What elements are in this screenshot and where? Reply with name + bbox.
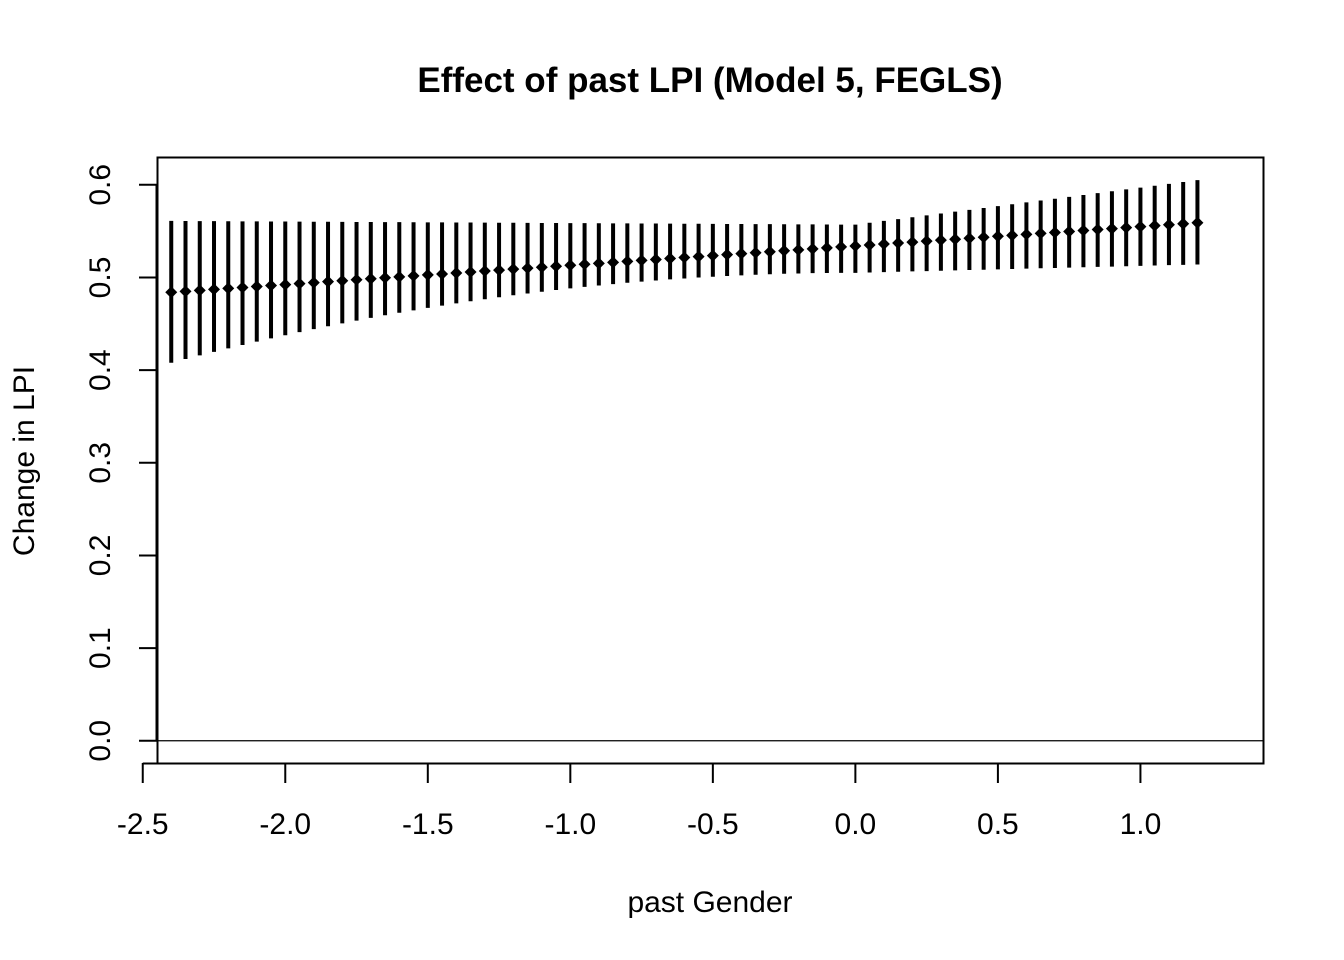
point-estimate-marker	[1048, 226, 1061, 239]
point-estimate-marker	[307, 276, 320, 289]
point-estimate-marker	[664, 252, 677, 265]
point-estimate-marker	[735, 247, 748, 260]
point-estimate-marker	[322, 275, 335, 288]
point-estimate-marker	[934, 234, 947, 247]
y-axis: 0.0 0.1 0.2 0.3 0.4 0.5 0.6	[84, 164, 158, 762]
point-estimate-marker	[1105, 222, 1118, 235]
point-estimate-marker	[649, 253, 662, 266]
point-estimate-marker	[621, 255, 634, 268]
point-estimate-marker	[977, 231, 990, 244]
x-tick-label: 0.0	[835, 808, 877, 841]
point-estimate-marker	[1177, 217, 1190, 230]
point-estimate-marker	[407, 269, 420, 282]
point-estimate-marker	[265, 279, 278, 292]
point-estimate-marker	[236, 281, 249, 294]
point-estimate-marker	[279, 278, 292, 291]
point-estimate-marker	[1034, 227, 1047, 240]
y-tick-label: 0.2	[84, 535, 117, 577]
point-estimate-marker	[678, 251, 691, 264]
point-estimate-marker	[379, 271, 392, 284]
point-estimate-marker	[478, 265, 491, 278]
x-tick-label: -1.0	[544, 808, 596, 841]
y-tick-label: 0.1	[84, 627, 117, 669]
point-estimate-marker	[749, 246, 762, 259]
point-estimate-marker	[920, 235, 933, 248]
point-estimate-marker	[208, 283, 221, 296]
point-estimate-marker	[1063, 225, 1076, 238]
y-tick-label: 0.3	[84, 442, 117, 484]
y-tick-label: 0.6	[84, 164, 117, 206]
point-estimate-marker	[436, 267, 449, 280]
point-estimate-marker	[521, 262, 534, 275]
point-estimate-marker	[806, 242, 819, 255]
point-estimate-marker	[592, 257, 605, 270]
point-estimate-marker	[877, 238, 890, 251]
point-estimate-marker	[464, 266, 477, 279]
point-estimate-marker	[1134, 220, 1147, 233]
point-estimate-marker	[1191, 216, 1204, 229]
point-estimate-marker	[635, 254, 648, 267]
point-estimate-marker	[550, 260, 563, 273]
point-estimate-marker	[1006, 229, 1019, 242]
point-estimate-marker	[336, 274, 349, 287]
x-tick-label: -1.5	[402, 808, 454, 841]
point-estimate-marker	[820, 241, 833, 254]
point-estimate-marker	[222, 282, 235, 295]
point-estimate-marker	[193, 284, 206, 297]
point-estimate-marker	[535, 261, 548, 274]
point-estimate-marker	[450, 266, 463, 279]
point-estimate-marker	[179, 285, 192, 298]
point-estimate-marker	[835, 240, 848, 253]
point-estimate-marker	[849, 239, 862, 252]
point-estimate-marker	[1120, 221, 1133, 234]
point-estimate-marker	[350, 273, 363, 286]
point-estimate-marker	[692, 250, 705, 263]
point-estimate-marker	[564, 259, 577, 272]
point-estimate-marker	[963, 232, 976, 245]
point-estimate-marker	[706, 249, 719, 262]
point-estimate-marker	[763, 245, 776, 258]
point-estimate-marker	[892, 237, 905, 250]
y-tick-label: 0.4	[84, 349, 117, 391]
x-tick-label: -2.0	[259, 808, 311, 841]
point-estimate-marker	[1148, 219, 1161, 232]
point-estimate-marker	[421, 268, 434, 281]
point-estimate-marker	[1077, 224, 1090, 237]
point-estimate-marker	[1091, 223, 1104, 236]
x-axis-label: past Gender	[627, 886, 792, 919]
x-tick-label: 1.0	[1120, 808, 1162, 841]
point-estimate-marker	[906, 236, 919, 249]
point-estimate-marker	[949, 233, 962, 246]
error-bar-marks	[165, 180, 1204, 363]
point-estimate-marker	[1020, 228, 1033, 241]
point-estimate-marker	[792, 243, 805, 256]
point-estimate-marker	[293, 277, 306, 290]
point-estimate-marker	[721, 248, 734, 261]
y-tick-label: 0.0	[84, 720, 117, 762]
point-estimate-marker	[507, 263, 520, 276]
x-tick-label: -0.5	[687, 808, 739, 841]
point-estimate-marker	[1162, 218, 1175, 231]
x-tick-label: 0.5	[977, 808, 1019, 841]
chart-title: Effect of past LPI (Model 5, FEGLS)	[417, 61, 1002, 100]
point-estimate-marker	[364, 272, 377, 285]
point-estimate-marker	[393, 270, 406, 283]
x-tick-label: -2.5	[117, 808, 169, 841]
point-estimate-marker	[578, 258, 591, 271]
point-estimate-marker	[607, 256, 620, 269]
point-estimate-marker	[493, 264, 506, 277]
y-tick-label: 0.5	[84, 257, 117, 299]
y-axis-label: Change in LPI	[8, 366, 41, 556]
point-estimate-marker	[165, 286, 178, 299]
point-estimate-marker	[863, 238, 876, 251]
point-estimate-marker	[991, 230, 1004, 243]
x-axis: -2.5 -2.0 -1.5 -1.0 -0.5 0.0 0.5 1.0	[117, 762, 1162, 841]
point-estimate-marker	[778, 244, 791, 257]
point-estimate-marker	[250, 280, 263, 293]
